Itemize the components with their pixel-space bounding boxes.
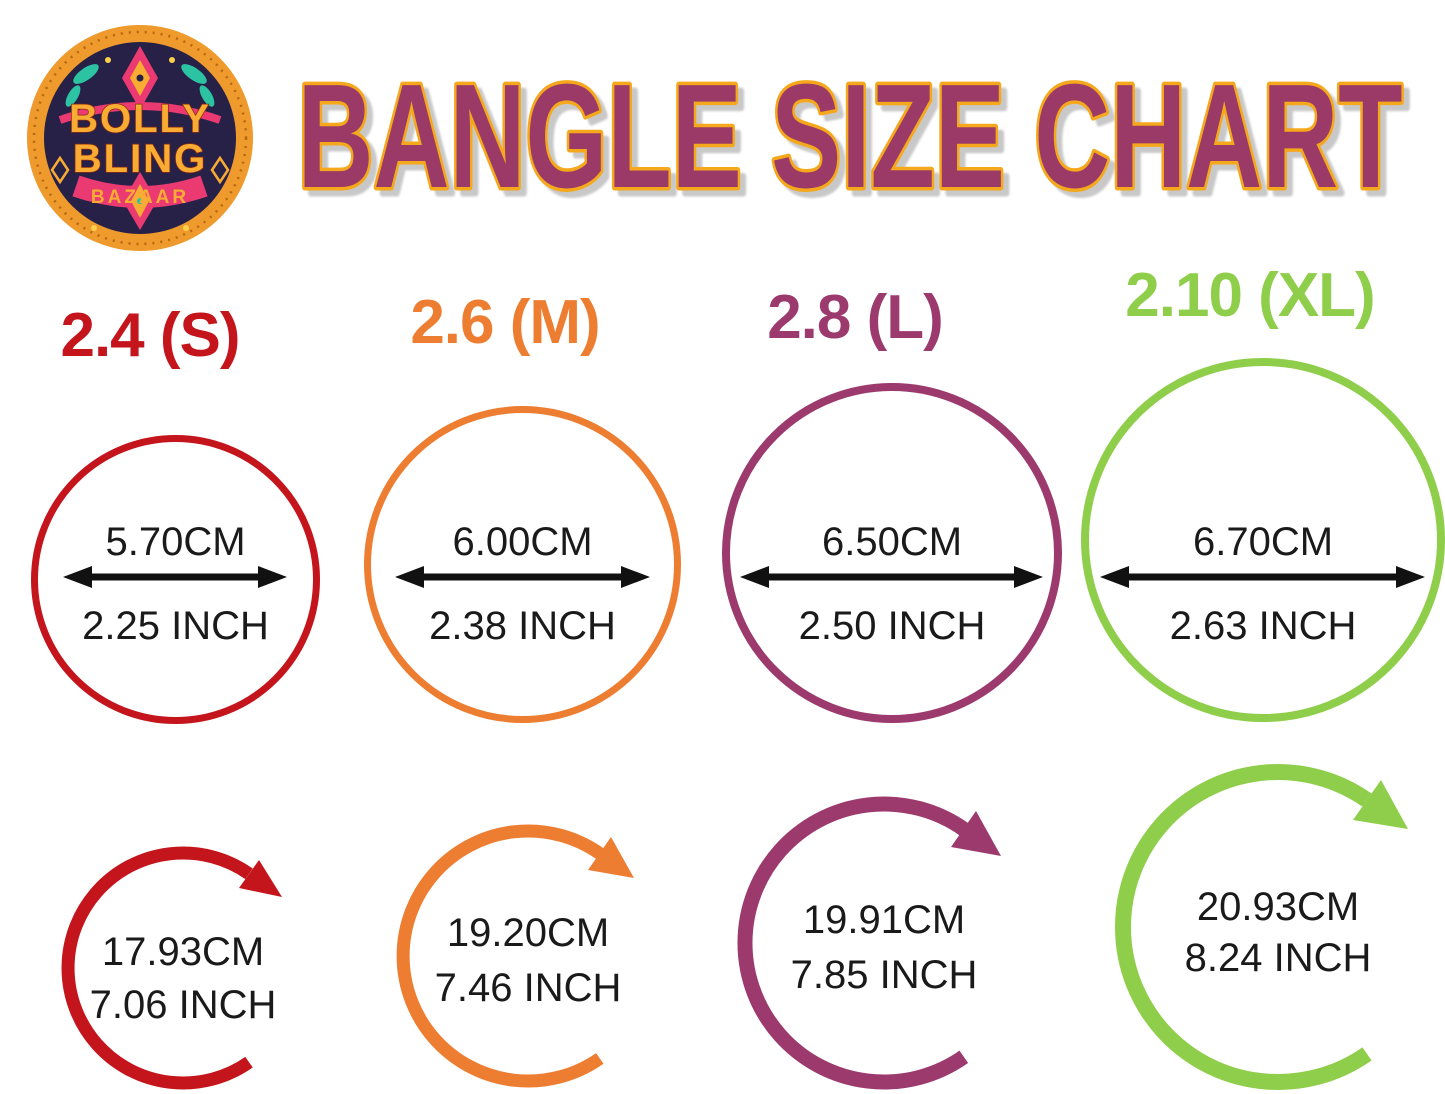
circular-arrow-icon: [1115, 764, 1408, 1090]
logo-word-bolly: BOLLY: [69, 97, 211, 141]
diameter-inch-xl: 2.63 INCH: [1169, 604, 1357, 648]
bangle-ring-icon: [722, 383, 1062, 723]
logo-leaf: [73, 64, 99, 84]
diameter-circle-l: 6.50CM 2.50 INCH: [722, 383, 1062, 723]
diameter-circle-xl: 6.70CM 2.63 INCH: [1081, 358, 1445, 722]
diameter-inch-l: 2.50 INCH: [798, 604, 986, 648]
circular-arrow-icon: [396, 824, 634, 1088]
diameter-arrow-icon: [1100, 566, 1425, 588]
diameter-arrow-icon: [63, 566, 287, 588]
circumference-arc-m: 19.20CM 7.46 INCH: [373, 801, 683, 1094]
circumference-inch-l: 7.85 INCH: [790, 953, 978, 997]
bangle-ring-icon: [31, 435, 320, 724]
circumference-cm-s: 17.93CM: [101, 930, 265, 974]
size-label-s: 2.4 (S): [60, 301, 240, 370]
logo-word-bling: BLING: [73, 137, 207, 181]
diameter-arrow-icon: [395, 566, 650, 588]
circumference-inch-m: 7.46 INCH: [434, 966, 622, 1010]
circular-arrow-icon: [737, 796, 1001, 1090]
diameter-inch-m: 2.38 INCH: [429, 604, 616, 648]
size-label-xl: 2.10 (XL): [1125, 261, 1375, 330]
circumference-arc-xl: 20.93CM 8.24 INCH: [1093, 742, 1445, 1094]
bangle-ring-icon: [1081, 358, 1445, 722]
diameter-arrow-icon: [740, 566, 1043, 588]
circumference-arc-l: 19.91CM 7.85 INCH: [715, 774, 1053, 1094]
logo-word-bazaar: BAZAAR: [91, 187, 189, 208]
brand-logo: BOLLY BLING BAZAAR: [27, 25, 253, 251]
page-title: BANGLE SIZE CHART: [298, 58, 1403, 208]
circumference-arc-s: 17.93CM 7.06 INCH: [38, 823, 328, 1094]
diameter-circle-s: 5.70CM 2.25 INCH: [31, 435, 320, 724]
logo-leaf: [181, 64, 207, 84]
diameter-cm-m: 6.00CM: [452, 520, 593, 564]
circular-arrow-icon: [61, 846, 282, 1090]
circumference-cm-l: 19.91CM: [802, 898, 966, 942]
diameter-cm-xl: 6.70CM: [1192, 520, 1334, 564]
size-label-l: 2.8 (L): [767, 283, 944, 352]
size-label-m: 2.6 (M): [410, 288, 600, 357]
diameter-circle-m: 6.00CM 2.38 INCH: [364, 406, 681, 723]
circumference-cm-xl: 20.93CM: [1196, 885, 1360, 929]
diameter-cm-s: 5.70CM: [105, 520, 246, 564]
bangle-ring-icon: [364, 406, 681, 723]
circumference-cm-m: 19.20CM: [446, 911, 610, 955]
circumference-inch-xl: 8.24 INCH: [1184, 936, 1372, 980]
diameter-inch-s: 2.25 INCH: [82, 604, 269, 648]
page-title-banner: BANGLE SIZE CHART: [294, 58, 1406, 208]
diameter-cm-l: 6.50CM: [821, 520, 963, 564]
circumference-inch-s: 7.06 INCH: [89, 983, 277, 1027]
